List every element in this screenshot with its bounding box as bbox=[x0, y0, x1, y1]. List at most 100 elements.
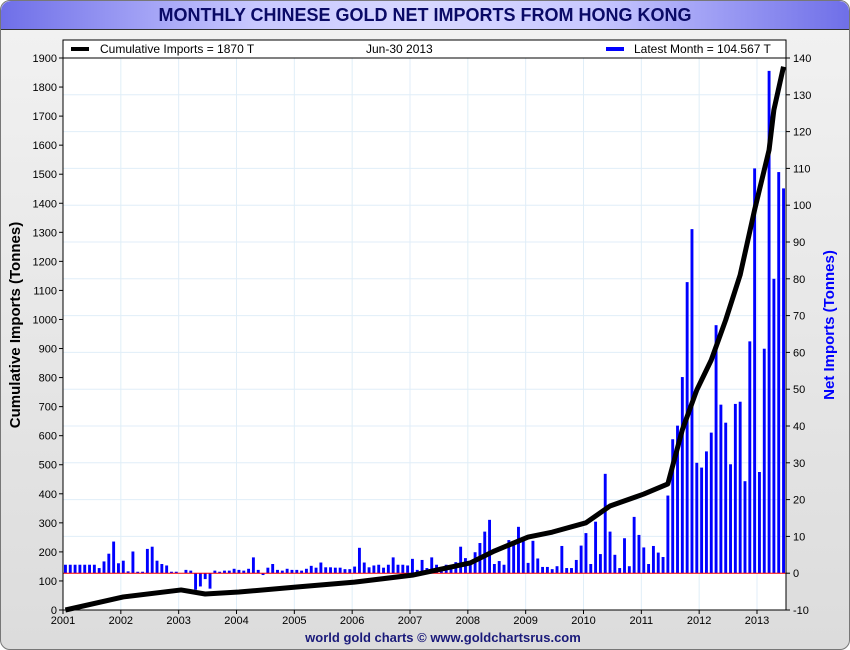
bar-month bbox=[685, 282, 689, 574]
bar-month bbox=[512, 543, 516, 574]
bar-month bbox=[560, 545, 564, 574]
bar-month bbox=[719, 404, 723, 574]
bar-month bbox=[517, 526, 520, 574]
bar-month bbox=[680, 377, 684, 574]
bar-month bbox=[709, 432, 713, 574]
x-tick-label: 2003 bbox=[166, 615, 190, 627]
y-left-tick-label: 500 bbox=[39, 460, 57, 472]
y-right-tick-label: 50 bbox=[793, 384, 805, 396]
bar-month bbox=[526, 562, 530, 574]
bar-month bbox=[632, 516, 636, 574]
y-right-tick-label: 0 bbox=[793, 568, 799, 580]
bar-month bbox=[598, 554, 602, 574]
bar-month bbox=[314, 567, 318, 574]
bar-month bbox=[112, 541, 116, 574]
bar-month bbox=[218, 571, 222, 574]
y-right-tick-label: 100 bbox=[793, 200, 811, 212]
y-right-tick-label: 70 bbox=[793, 311, 805, 323]
bar-month bbox=[483, 531, 487, 574]
bar-month bbox=[276, 569, 279, 574]
bar-month bbox=[430, 557, 434, 574]
bar-month bbox=[704, 451, 708, 574]
y-left-tick-label: 100 bbox=[39, 576, 57, 588]
bar-month bbox=[396, 564, 400, 574]
bar-month bbox=[319, 562, 323, 574]
bar-month bbox=[550, 569, 554, 574]
bar-month bbox=[777, 172, 781, 574]
bar-month bbox=[661, 557, 665, 574]
y-left-tick-label: 1700 bbox=[33, 111, 57, 123]
y-axis-left-label: Cumulative Imports (Tonnes) bbox=[7, 222, 24, 428]
bar-month bbox=[570, 568, 573, 574]
bar-month bbox=[521, 537, 525, 574]
y-left-tick-label: 1800 bbox=[33, 82, 57, 94]
y-left-tick-label: 900 bbox=[39, 344, 57, 356]
y-right-tick-label: 90 bbox=[793, 237, 805, 249]
bar-month bbox=[758, 472, 761, 574]
bar-month bbox=[492, 564, 496, 574]
bar-month bbox=[415, 569, 419, 574]
y-left-tick-label: 300 bbox=[39, 518, 57, 530]
bar-month bbox=[574, 559, 578, 574]
bar-month bbox=[203, 573, 207, 580]
y-left-tick-label: 400 bbox=[39, 489, 57, 501]
bar-month bbox=[651, 545, 655, 574]
y-left-tick-label: 0 bbox=[51, 605, 57, 617]
y-left-tick-label: 1500 bbox=[33, 169, 57, 181]
bar-month bbox=[256, 569, 260, 574]
bar-month bbox=[536, 558, 540, 574]
bar-month bbox=[362, 562, 366, 574]
bar-month bbox=[733, 403, 737, 574]
bar-month bbox=[589, 564, 593, 574]
y-left-tick-label: 700 bbox=[39, 402, 57, 414]
x-tick-label: 2009 bbox=[513, 615, 537, 627]
bar-month bbox=[280, 570, 284, 574]
bar-month bbox=[198, 573, 202, 587]
bar-month bbox=[295, 569, 299, 574]
bar-month bbox=[290, 569, 294, 574]
bar-month bbox=[753, 168, 757, 574]
bar-month bbox=[213, 570, 217, 574]
bar-month bbox=[165, 565, 169, 574]
y-left-tick-label: 200 bbox=[39, 547, 57, 559]
bar-month bbox=[189, 570, 193, 574]
bar-month bbox=[131, 551, 135, 574]
bar-month bbox=[608, 531, 612, 574]
bar-month bbox=[261, 573, 265, 576]
x-tick-label: 2012 bbox=[687, 615, 711, 627]
bar-month bbox=[748, 341, 752, 574]
bar-month bbox=[623, 538, 626, 574]
y-right-tick-label: -10 bbox=[793, 605, 809, 617]
x-tick-label: 2002 bbox=[109, 615, 133, 627]
bar-month bbox=[488, 519, 492, 574]
bar-month bbox=[695, 462, 699, 574]
y-axis-right-label: Net Imports (Tonnes) bbox=[821, 250, 838, 400]
y-right-tick-label: 30 bbox=[793, 458, 805, 470]
legend-cumulative: Cumulative Imports = 1870 T bbox=[100, 42, 255, 56]
bar-month bbox=[724, 422, 728, 574]
bar-month bbox=[391, 557, 395, 574]
bar-month bbox=[367, 567, 371, 574]
bar-month bbox=[627, 566, 631, 574]
bar-month bbox=[618, 568, 622, 574]
bar-month bbox=[223, 570, 226, 574]
bar-month bbox=[73, 564, 77, 574]
bar-month bbox=[184, 569, 188, 574]
bar-month bbox=[309, 565, 313, 574]
bar-month bbox=[637, 534, 641, 574]
bar-month bbox=[411, 558, 414, 574]
bar-month bbox=[117, 563, 120, 574]
y-left-tick-label: 1100 bbox=[33, 285, 57, 297]
bar-month bbox=[247, 568, 251, 574]
bar-month bbox=[170, 571, 173, 574]
bar-month bbox=[92, 564, 96, 574]
bar-month bbox=[579, 545, 583, 574]
bar-month bbox=[729, 464, 732, 574]
bar-month bbox=[386, 564, 390, 574]
bar-month bbox=[155, 560, 159, 574]
bar-month bbox=[304, 568, 308, 574]
x-tick-label: 2005 bbox=[282, 615, 306, 627]
bar-month bbox=[324, 567, 328, 574]
bar-month bbox=[237, 569, 241, 574]
chart-title: MONTHLY CHINESE GOLD NET IMPORTS FROM HO… bbox=[158, 5, 692, 25]
